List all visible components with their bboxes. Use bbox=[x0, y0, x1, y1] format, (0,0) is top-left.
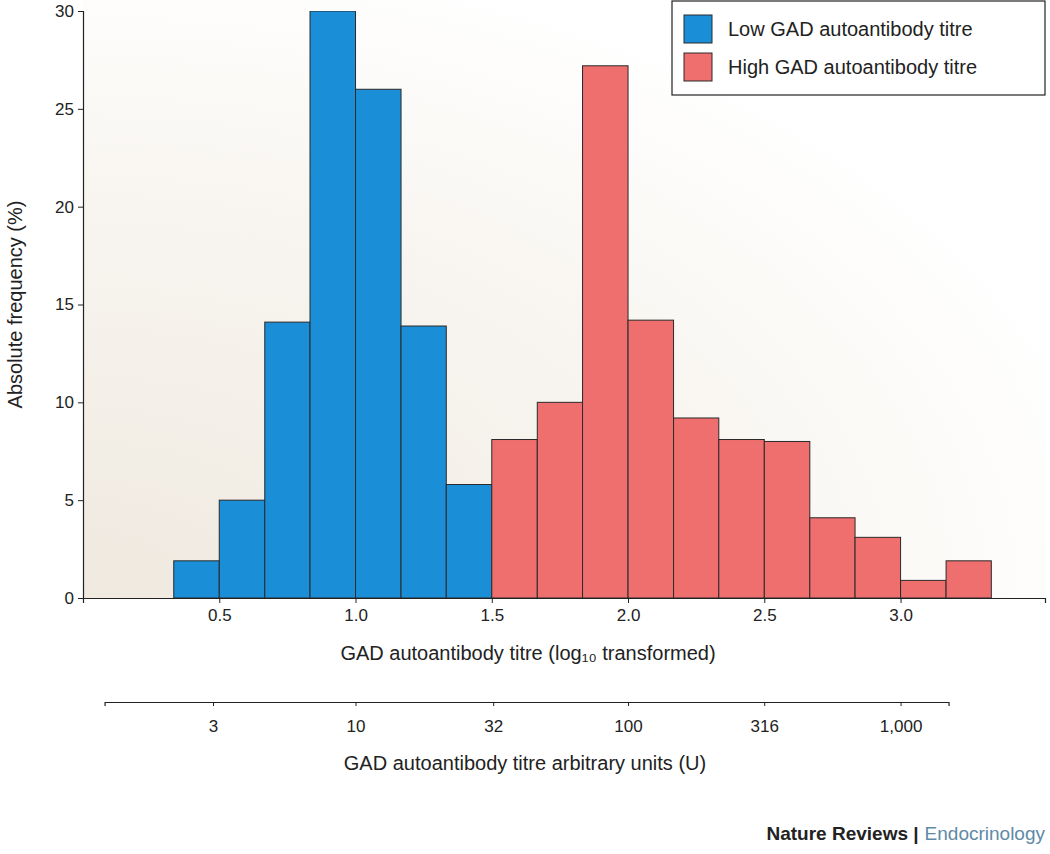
tick-label: 10 bbox=[55, 393, 74, 412]
tick-label: 316 bbox=[751, 717, 779, 736]
tick-label: 10 bbox=[347, 717, 366, 736]
tick-mark bbox=[628, 598, 629, 603]
x-axis-title: GAD autoantibody titre (log₁₀ transforme… bbox=[340, 642, 715, 664]
legend-label: Low GAD autoantibody titre bbox=[728, 18, 973, 40]
histogram-bar bbox=[810, 518, 855, 598]
tick-mark bbox=[78, 402, 83, 403]
x2-axis-title: GAD autoantibody titre arbitrary units (… bbox=[344, 752, 706, 774]
tick-mark bbox=[901, 702, 902, 706]
tick: 3 bbox=[209, 702, 218, 736]
x-axis-line bbox=[84, 599, 1046, 604]
tick-mark bbox=[78, 207, 83, 208]
tick: 2.0 bbox=[617, 598, 641, 625]
tick: 30 bbox=[55, 2, 83, 21]
legend-label: High GAD autoantibody titre bbox=[728, 56, 977, 78]
tick: 1,000 bbox=[880, 702, 923, 736]
histogram-bar bbox=[174, 561, 220, 598]
tick-label: 32 bbox=[484, 717, 503, 736]
tick-label: 3.0 bbox=[889, 606, 913, 625]
tick: 0.5 bbox=[208, 598, 232, 625]
tick-label: 0 bbox=[65, 589, 74, 608]
x2-axis: 3 10 32 100 316 1,000 bbox=[105, 702, 949, 736]
legend-swatch bbox=[684, 15, 712, 43]
tick-label: 1.5 bbox=[480, 606, 504, 625]
source-publisher: Nature Reviews | bbox=[766, 823, 918, 844]
legend-box bbox=[672, 1, 1045, 95]
tick-label: 0.5 bbox=[208, 606, 232, 625]
tick-mark bbox=[764, 598, 765, 603]
tick: 2.5 bbox=[753, 598, 777, 625]
y-axis: 0 5 10 15 20 25 30 bbox=[55, 2, 83, 608]
source-journal: Endocrinology bbox=[925, 823, 1046, 844]
tick-label: 15 bbox=[55, 295, 74, 314]
legend-swatch bbox=[684, 53, 712, 81]
tick: 100 bbox=[614, 702, 642, 736]
histogram-bar bbox=[946, 561, 991, 598]
tick: 32 bbox=[484, 702, 503, 736]
x-axis: 0.5 1.0 1.5 2.0 2.5 3.0 bbox=[84, 598, 1046, 625]
histogram-bar bbox=[901, 580, 947, 598]
tick-mark bbox=[219, 598, 220, 603]
histogram-bar bbox=[537, 402, 582, 598]
tick-mark bbox=[78, 598, 83, 599]
tick-mark bbox=[356, 598, 357, 603]
tick-label: 1.0 bbox=[344, 606, 368, 625]
tick-mark bbox=[628, 702, 629, 706]
tick-mark bbox=[78, 11, 83, 12]
tick: 1.0 bbox=[344, 598, 368, 625]
x2-axis-line bbox=[105, 703, 949, 707]
tick: 1.5 bbox=[480, 598, 504, 625]
tick: 20 bbox=[55, 198, 83, 217]
tick: 3.0 bbox=[889, 598, 913, 625]
tick-mark bbox=[493, 702, 494, 706]
tick-mark bbox=[78, 109, 83, 110]
tick-label: 100 bbox=[614, 717, 642, 736]
histogram-bar bbox=[310, 11, 356, 598]
tick: 0 bbox=[65, 589, 83, 608]
histogram-bar bbox=[219, 500, 265, 598]
tick: 10 bbox=[347, 702, 366, 736]
tick-label: 20 bbox=[55, 198, 74, 217]
histogram-bar bbox=[265, 322, 310, 598]
histogram-bar bbox=[401, 326, 446, 598]
plot-background bbox=[83, 0, 1045, 598]
tick-label: 5 bbox=[65, 491, 74, 510]
tick-mark bbox=[78, 500, 83, 501]
tick-label: 2.5 bbox=[753, 606, 777, 625]
source: Nature Reviews | Endocrinology bbox=[766, 823, 1045, 844]
tick-label: 3 bbox=[209, 717, 218, 736]
tick-mark bbox=[901, 598, 902, 603]
legend: Low GAD autoantibody titre High GAD autoa… bbox=[672, 1, 1045, 95]
tick: 5 bbox=[65, 491, 83, 510]
histogram-bar bbox=[628, 320, 674, 598]
histogram-bar bbox=[446, 485, 492, 598]
y-axis-line bbox=[78, 12, 84, 599]
tick-label: 30 bbox=[55, 2, 74, 21]
tick-label: 25 bbox=[55, 100, 74, 119]
histogram-bar bbox=[492, 440, 538, 598]
histogram-bar bbox=[719, 440, 765, 598]
tick-label: 2.0 bbox=[617, 606, 641, 625]
tick-mark bbox=[78, 305, 83, 306]
tick: 10 bbox=[55, 393, 83, 412]
tick: 316 bbox=[751, 702, 779, 736]
tick-mark bbox=[213, 702, 214, 706]
tick-mark bbox=[356, 702, 357, 706]
tick: 25 bbox=[55, 100, 83, 119]
histogram-bar bbox=[855, 537, 901, 598]
tick-mark bbox=[764, 702, 765, 706]
chart: 0 5 10 15 20 25 30 0.5 1.0 1.5 2.0 2.5 3.0 3 10 32 100 31… bbox=[0, 0, 1050, 854]
bars bbox=[174, 11, 992, 598]
tick-label: 1,000 bbox=[880, 717, 923, 736]
histogram-bar bbox=[674, 418, 719, 598]
histogram-bar bbox=[583, 66, 629, 598]
tick: 15 bbox=[55, 295, 83, 314]
y-axis-title: Absolute frequency (%) bbox=[4, 201, 26, 409]
histogram-bar bbox=[356, 89, 402, 598]
histogram-bar bbox=[764, 441, 810, 598]
tick-mark bbox=[492, 598, 493, 603]
